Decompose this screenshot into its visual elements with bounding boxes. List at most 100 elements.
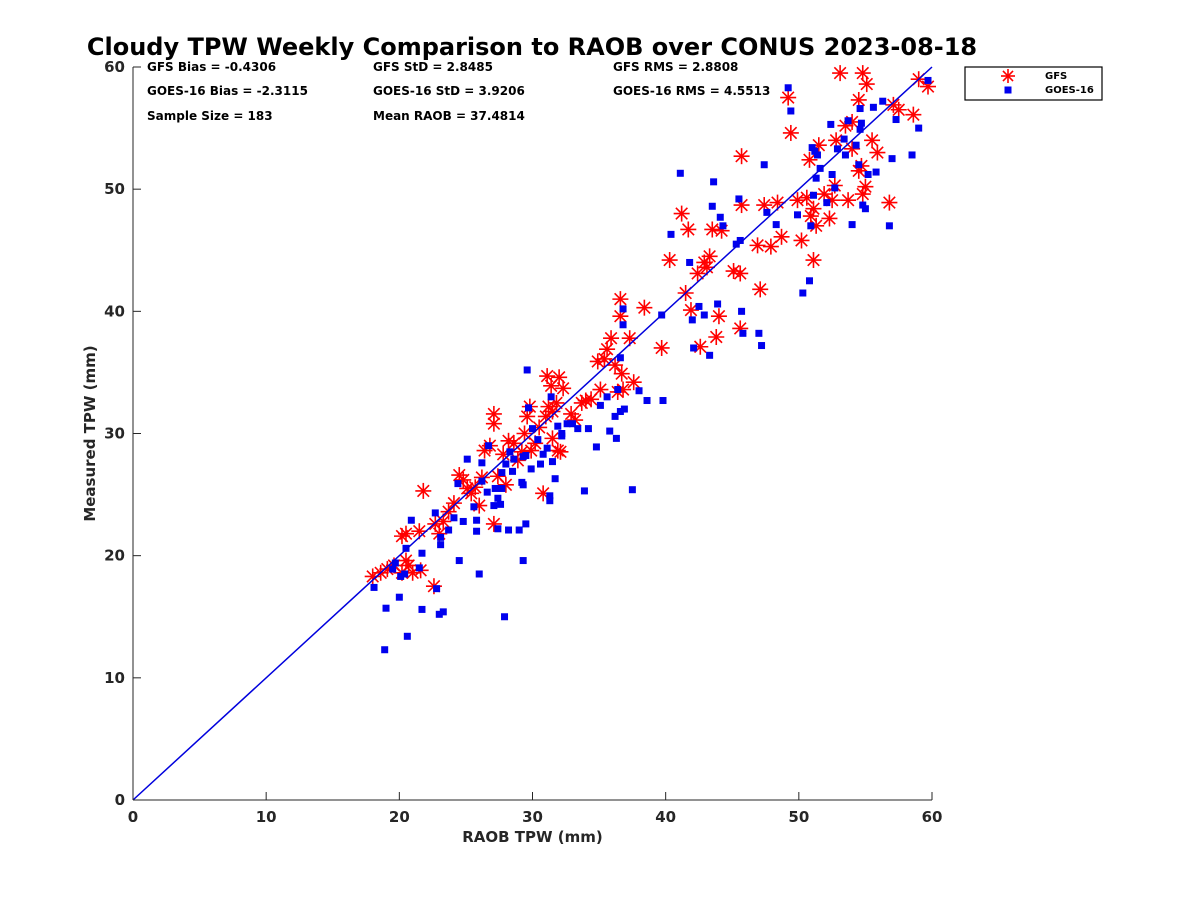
stat-label: GOES-16 StD = 3.9206	[373, 84, 525, 98]
goes16-point	[738, 307, 746, 315]
gfs-point	[653, 339, 670, 356]
gfs-point	[661, 252, 678, 269]
goes16-point	[450, 514, 458, 522]
gfs-point	[854, 186, 871, 203]
goes16-point	[635, 387, 643, 395]
goes16-point	[667, 230, 675, 238]
gfs-point	[837, 117, 854, 134]
goes16-point	[389, 565, 397, 573]
goes16-point	[370, 583, 378, 591]
goes16-point	[491, 484, 499, 492]
goes16-point	[787, 107, 795, 115]
series-gfs	[364, 65, 937, 595]
goes16-point	[437, 541, 445, 549]
gfs-point	[603, 330, 620, 347]
goes16-point	[716, 213, 724, 221]
goes16-point	[546, 492, 554, 500]
goes16-point	[490, 502, 498, 510]
goes16-point	[844, 117, 852, 125]
goes16-point	[539, 450, 547, 458]
legend: GFS GOES-16	[964, 66, 1103, 101]
gfs-point	[801, 151, 818, 168]
goes16-point	[522, 520, 530, 528]
goes16-point	[534, 436, 542, 444]
goes16-point	[841, 151, 849, 159]
gfs-point	[762, 238, 779, 255]
gfs-point	[689, 265, 706, 282]
goes16-point	[794, 211, 802, 219]
stats-annotations: GFS Bias = -0.4306 GFS StD = 2.8485 GFS RM…	[147, 60, 770, 123]
goes16-point	[395, 593, 403, 601]
gfs-point	[415, 482, 432, 499]
goes16-point	[736, 236, 744, 244]
goes16-point	[616, 354, 624, 362]
legend-item: GFS	[1001, 69, 1067, 83]
gfs-point	[832, 65, 849, 82]
goes16-point	[501, 613, 509, 621]
goes16-point	[547, 393, 555, 401]
gfs-point	[445, 495, 462, 512]
goes16-point	[643, 397, 651, 405]
goes16-point	[924, 76, 932, 84]
y-axis-label: Measured TPW (mm)	[81, 345, 99, 521]
gfs-point	[821, 210, 838, 227]
gfs-point	[773, 228, 790, 245]
goes16-point	[758, 342, 766, 350]
goes16-point	[402, 544, 410, 552]
goes16-point	[381, 646, 389, 654]
goes16-point	[805, 277, 813, 285]
goes16-point	[523, 366, 531, 374]
goes16-point	[612, 434, 620, 442]
goes16-point	[568, 420, 576, 428]
gfs-point	[516, 425, 533, 442]
y-tick-label: 40	[104, 302, 125, 320]
goes16-point	[828, 171, 836, 179]
goes16-point	[628, 486, 636, 494]
gfs-point	[612, 291, 629, 308]
goes16-point	[784, 84, 792, 92]
goes16-point	[831, 184, 839, 192]
goes16-point	[700, 311, 708, 319]
goes16-point	[558, 432, 566, 440]
gfs-point	[397, 525, 414, 542]
gfs-point	[577, 392, 594, 409]
gfs-point	[749, 237, 766, 254]
gfs-point	[733, 148, 750, 165]
x-tick-label: 20	[389, 808, 410, 826]
goes16-point	[403, 632, 411, 640]
legend-box	[964, 66, 1103, 101]
legend-item: GOES-16	[1004, 85, 1094, 96]
y-tick-label: 50	[104, 180, 125, 198]
goes16-point	[695, 302, 703, 310]
gfs-point	[555, 380, 572, 397]
y-tick-label: 20	[104, 547, 125, 565]
gfs-point	[725, 263, 742, 280]
gfs-point	[497, 476, 514, 493]
y-tick-label: 0	[115, 791, 125, 809]
goes16-point	[809, 191, 817, 199]
goes16-point	[527, 465, 535, 473]
goes16-point	[879, 97, 887, 105]
gfs-point	[549, 442, 566, 459]
goes16-point	[856, 105, 864, 113]
goes16-point	[407, 516, 415, 524]
x-tick-label: 60	[922, 808, 943, 826]
gfs-point	[544, 430, 561, 447]
y-tick-label: 60	[104, 58, 125, 76]
goes16-point	[659, 397, 667, 405]
goes16-point	[548, 458, 556, 466]
goes16-point	[536, 460, 544, 468]
goes16-point	[510, 455, 518, 463]
stat-label: GOES-16 Bias = -2.3115	[147, 84, 308, 98]
goes16-point	[848, 221, 856, 229]
gfs-point	[864, 132, 881, 149]
goes16-point	[382, 604, 390, 612]
gfs-point	[752, 281, 769, 298]
goes16-point	[497, 500, 505, 508]
goes16-point	[483, 488, 491, 496]
x-tick-label: 40	[655, 808, 676, 826]
goes16-point	[397, 572, 405, 580]
gfs-point	[552, 443, 569, 460]
goes16-point	[502, 460, 510, 468]
